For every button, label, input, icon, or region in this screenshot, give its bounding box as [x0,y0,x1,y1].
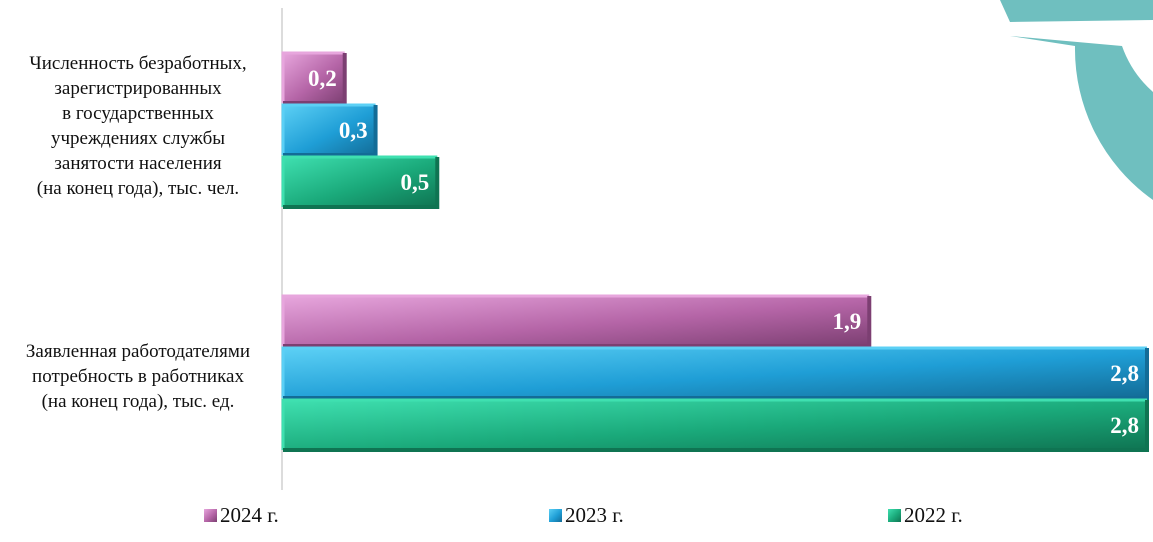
data-label-2024-cat0: 0,2 [308,66,337,91]
bar-highlight-2023-cat1 [281,346,1147,398]
bar-2024-cat1 [283,296,870,346]
data-label-2023-cat1: 2,8 [1110,361,1139,386]
legend-item-2023: 2023 г. [549,503,624,528]
legend-item-2024: 2024 г. [204,503,279,528]
bars-group [281,51,1149,452]
gear-watermark [1000,0,1153,200]
legend-item-2022: 2022 г. [888,503,963,528]
bar-shadow-2023-cat0 [283,105,378,157]
bar-shadow-2022-cat0 [283,157,440,209]
data-label-2024-cat1: 1,9 [833,309,862,334]
gear-ring [1010,36,1153,200]
legend-label-2023: 2023 г. [565,503,624,527]
bar-shadow-2024-cat1 [283,296,872,348]
bar-shadow-2022-cat1 [283,400,1149,452]
legend-swatch-2023 [549,509,562,522]
legend-label-2022: 2022 г. [904,503,963,527]
category-label-unemployed: Численность безработных, зарегистрирован… [29,53,247,199]
data-label-2022-cat0: 0,5 [401,170,430,195]
gear-tooth [1000,0,1153,22]
legend-swatch-2022 [888,509,901,522]
bar-highlight-2023-cat0 [281,103,376,155]
data-label-2022-cat1: 2,8 [1110,413,1139,438]
bar-2022-cat0 [283,157,438,207]
bar-highlight-2024-cat0 [281,51,345,103]
data-label-2023-cat0: 0,3 [339,118,368,143]
bar-shadow-2023-cat1 [283,348,1149,400]
bar-2023-cat1 [283,348,1147,398]
bar-highlight-2022-cat1 [281,398,1147,450]
legend-label-2024: 2024 г. [220,503,279,527]
legend-swatch-2024 [204,509,217,522]
data-labels-group: 0,2 0,3 0,5 1,9 2,8 2,8 [308,66,1139,438]
bar-highlight-2022-cat0 [281,155,438,207]
bar-highlight-2024-cat1 [281,294,870,346]
bar-shadow-2024-cat0 [283,53,347,105]
bar-2023-cat0 [283,105,376,155]
category-label-demand: Заявленная работодателями потребность в … [25,341,251,412]
bar-2022-cat1 [283,400,1147,450]
bar-2024-cat0 [283,53,345,103]
